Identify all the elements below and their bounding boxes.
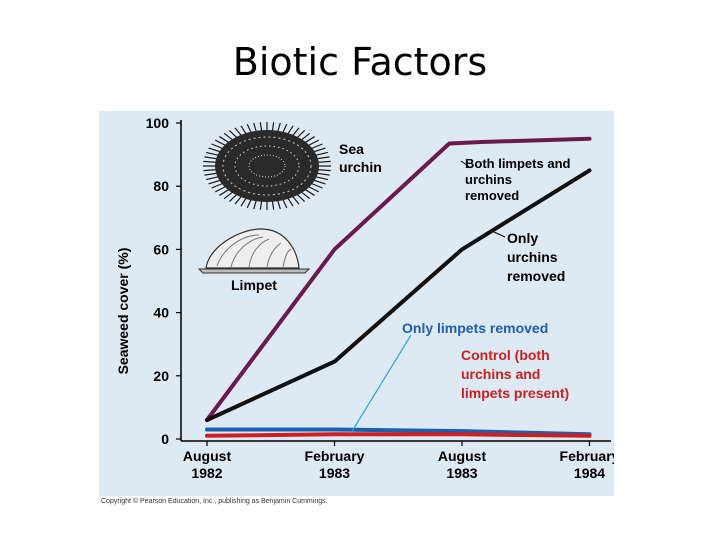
annotation-leader-only-limpets [350,334,412,434]
limpet-icon [197,228,311,274]
limpet-label: Limpet [231,277,277,293]
annotation-leader-only-urchins [493,231,506,238]
y-tick-label: 20 [153,368,169,384]
y-tick-label: 0 [161,431,169,447]
y-tick-label: 60 [153,241,169,257]
figure-panel: Seaweed cover (%) Sea urchin Limpet 0 20 4… [99,111,620,496]
annotation-both-removed: Both limpets and urchins removed [465,156,574,203]
x-tick-label-year: 1982 [191,465,222,481]
series-line-1 [205,136,592,422]
x-tick-label-year: 1983 [319,465,350,481]
slide-title: Biotic Factors [232,40,488,84]
x-tick-label-month: February [305,448,365,464]
annotation-control: Control (both urchins and limpets presen… [461,347,569,401]
series-line-3 [205,427,592,437]
y-tick-label: 100 [146,115,170,131]
sea-urchin-icon [203,122,331,210]
annotation-leader-both-removed [460,160,472,169]
x-tick-label-month: August [183,448,232,464]
series-line-4 [205,432,592,438]
x-tick-label-month: February [560,448,614,464]
x-tick-label-year: 1983 [446,465,477,481]
seaweed-cover-chart: Seaweed cover (%) Sea urchin Limpet 0 20 4… [99,111,620,496]
x-tick-label-month: August [438,448,487,464]
y-tick-label: 80 [153,178,169,194]
urchin-label: Sea urchin [339,141,382,175]
y-tick-label: 40 [153,305,169,321]
annotation-only-limpets: Only limpets removed [402,320,548,336]
y-axis-label: Seaweed cover (%) [115,248,131,375]
annotation-only-urchins: Only urchins removed [507,230,565,284]
copyright-notice: Copyright © Pearson Education, Inc., pub… [101,498,328,505]
x-tick-label-year: 1984 [574,465,605,481]
series-line-2 [205,168,592,422]
